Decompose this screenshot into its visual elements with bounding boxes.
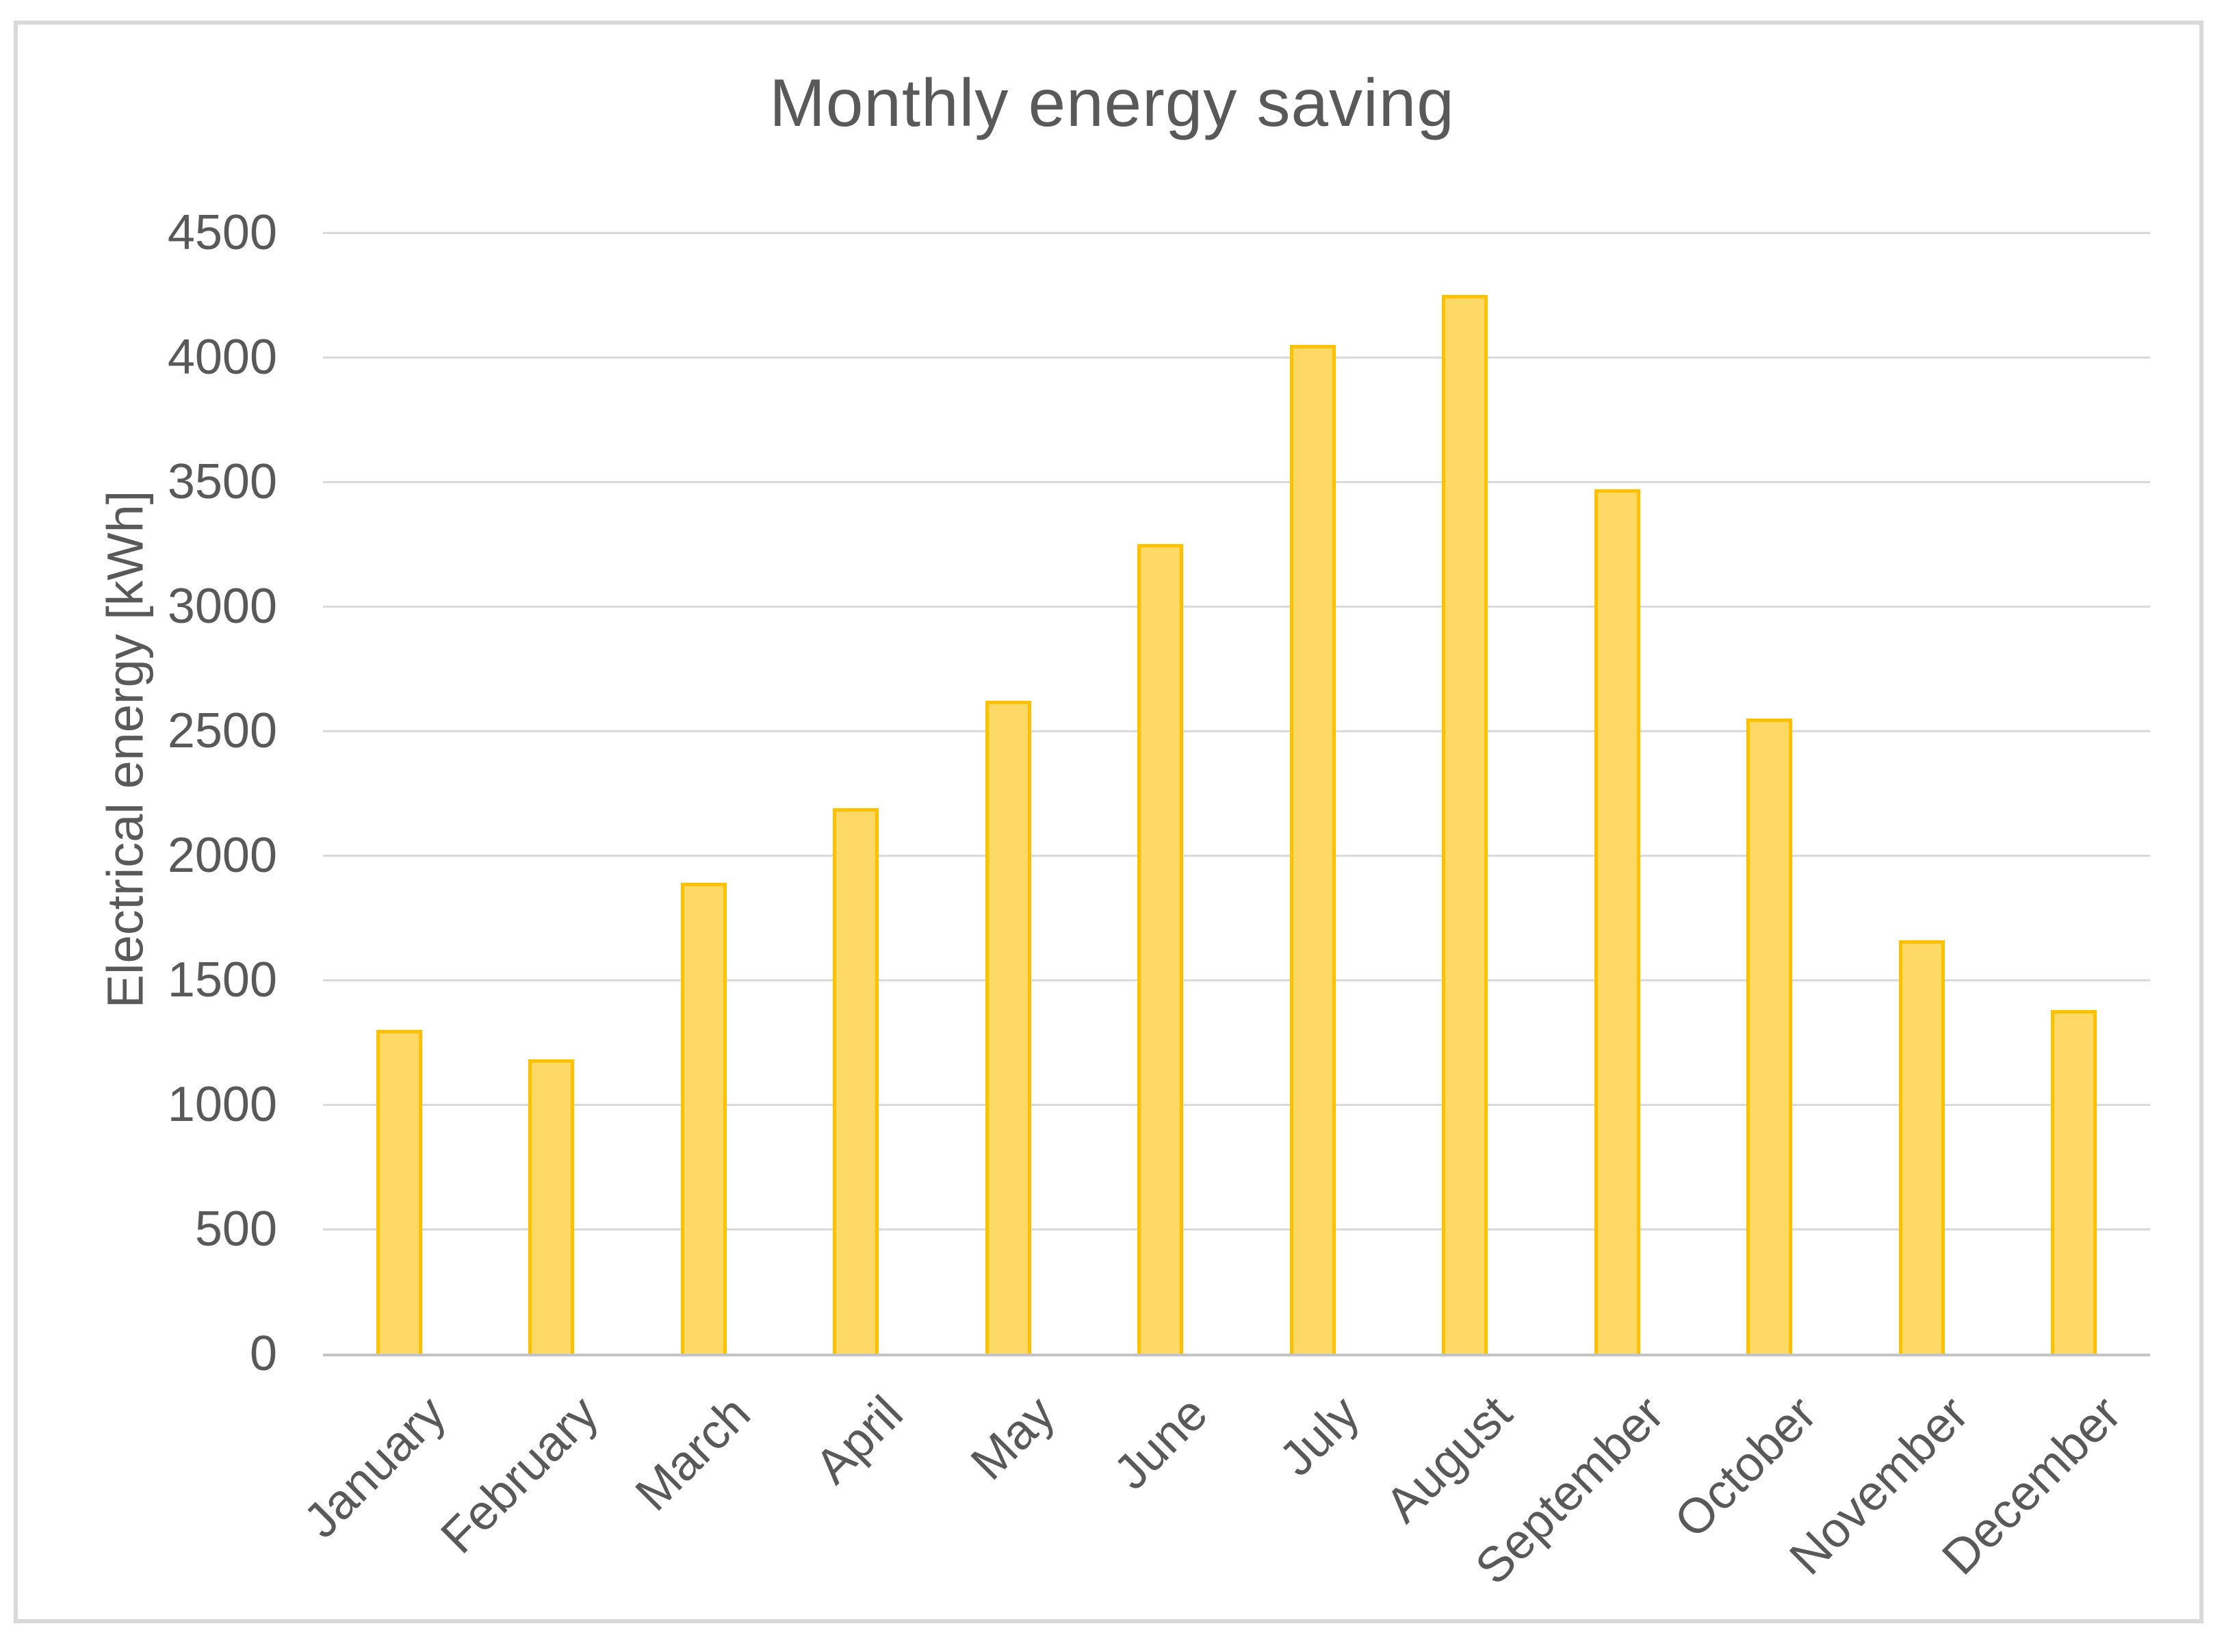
gridline (323, 1228, 2150, 1230)
gridline (323, 231, 2150, 234)
gridline (323, 480, 2150, 483)
gridline (323, 979, 2150, 981)
chart-title: Monthly energy saving (769, 65, 1455, 140)
y-tick-label: 1000 (167, 1077, 277, 1132)
bar-october (1746, 719, 1792, 1354)
gridline (323, 1103, 2150, 1106)
plot-area (323, 231, 2150, 1356)
bar-september (1594, 489, 1640, 1354)
bar-august (1442, 295, 1488, 1354)
gridline (323, 356, 2150, 359)
bar-may (985, 701, 1031, 1354)
y-tick-label: 0 (249, 1326, 277, 1381)
x-axis-line (323, 1354, 2150, 1356)
bar-february (528, 1059, 574, 1354)
gridline (323, 854, 2150, 857)
bar-january (376, 1030, 422, 1354)
y-tick-label: 1500 (167, 953, 277, 1007)
y-tick-label: 4000 (167, 330, 277, 385)
bar-april (833, 808, 879, 1354)
y-tick-label: 4500 (167, 205, 277, 260)
bar-november (1899, 940, 1945, 1354)
gridline (323, 605, 2150, 608)
gridline (323, 730, 2150, 732)
y-tick-label: 2500 (167, 704, 277, 758)
bar-march (681, 883, 727, 1354)
bar-december (2051, 1010, 2097, 1354)
y-tick-label: 2000 (167, 828, 277, 883)
y-tick-label: 500 (194, 1202, 277, 1256)
y-tick-label: 3500 (167, 454, 277, 509)
bar-july (1290, 345, 1336, 1354)
y-tick-label: 3000 (167, 579, 277, 634)
bar-june (1137, 544, 1183, 1354)
